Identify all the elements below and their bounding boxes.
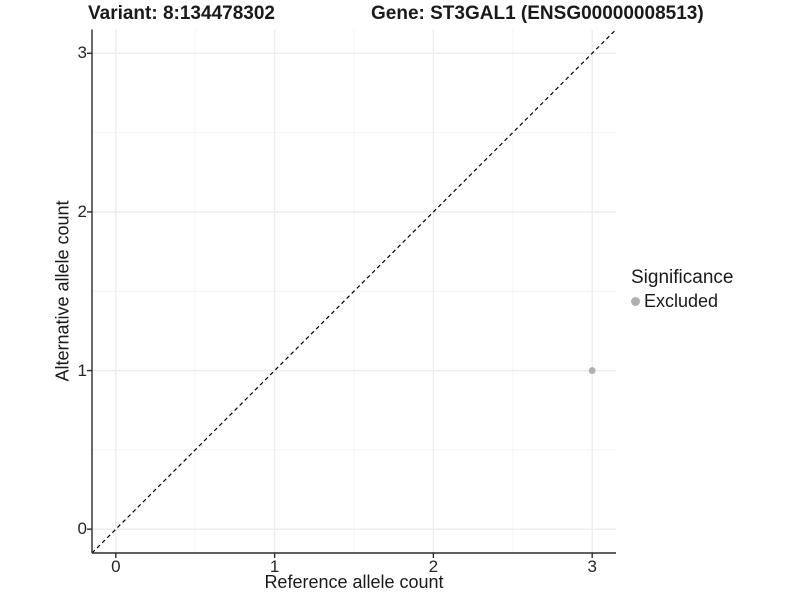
legend-items: Excluded	[631, 291, 733, 311]
data-point	[588, 367, 596, 374]
y-tick-label: 3	[77, 43, 87, 63]
gene-title: Gene: ST3GAL1 (ENSG00000008513)	[371, 3, 704, 24]
x-tick-label: 1	[269, 557, 280, 576]
y-axis-title: Alternative allele count	[52, 200, 73, 382]
legend-item: Excluded	[631, 291, 733, 311]
x-tick-label: 0	[111, 557, 121, 576]
identity-dashed-line	[91, 29, 617, 554]
legend-point-icon	[631, 296, 640, 306]
y-tick-label: 2	[77, 201, 87, 221]
y-tick-label: 0	[77, 519, 87, 539]
legend-title: Significance	[631, 267, 734, 288]
legend-item-label: Excluded	[644, 291, 719, 311]
x-tick-label: 3	[587, 557, 597, 576]
y-tick-label: 1	[77, 360, 87, 380]
legend: Significance Excluded	[631, 266, 733, 311]
x-axis-title: Reference allele count	[264, 572, 444, 592]
variant-title: Variant: 8:134478302	[88, 3, 275, 24]
x-tick-label: 2	[428, 557, 439, 576]
